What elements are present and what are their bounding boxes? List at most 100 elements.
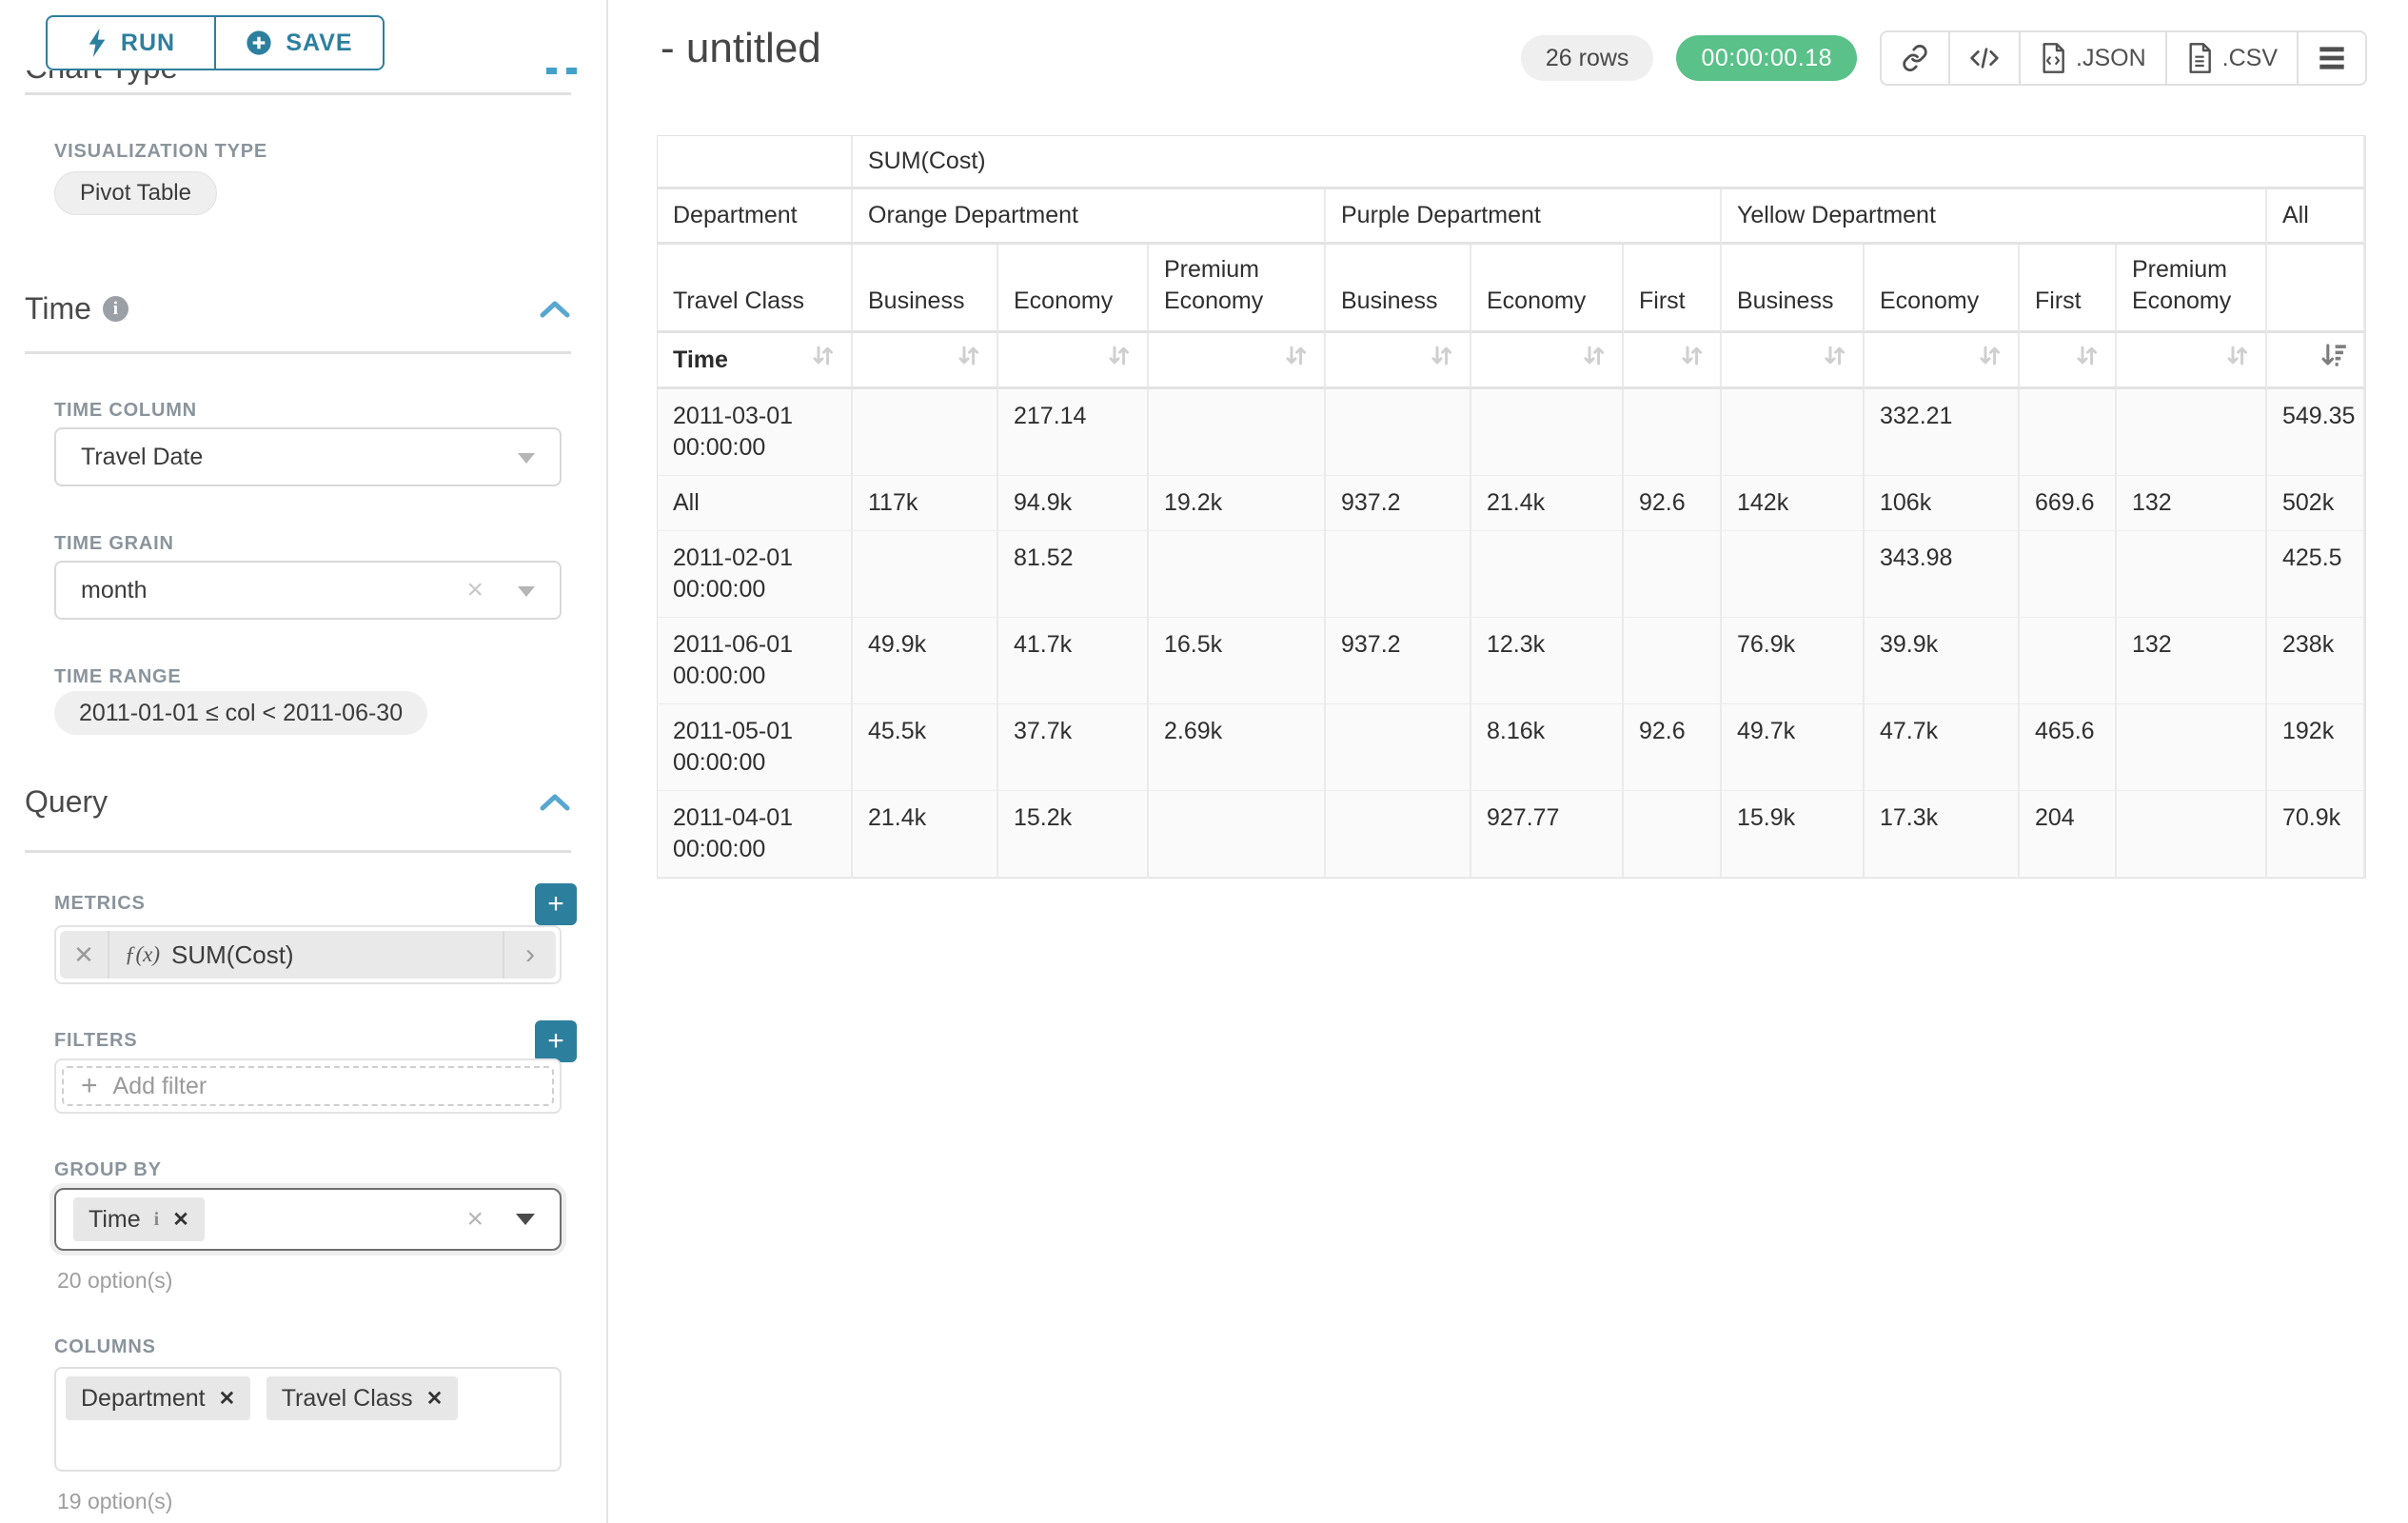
column-group-header: All: [2267, 189, 2365, 245]
sort-arrows-icon: [1283, 343, 1309, 377]
time-column-select[interactable]: Travel Date: [54, 427, 562, 486]
visualization-type-label: VISUALIZATION TYPE: [54, 141, 268, 162]
value-cell: 37.7k: [998, 704, 1149, 791]
value-cell: 8.16k: [1471, 704, 1624, 791]
file-lines-icon: [2189, 43, 2211, 73]
remove-chip-icon[interactable]: ✕: [425, 1387, 444, 1410]
group-by-select[interactable]: Time i ✕ ×: [54, 1188, 562, 1251]
hamburger-icon: [2319, 47, 2344, 69]
sort-cell[interactable]: [1865, 333, 2020, 389]
row-label: 2011-04-01 00:00:00: [658, 791, 853, 878]
sort-arrows-icon: [1679, 343, 1705, 377]
section-divider: [25, 351, 571, 354]
sort-arrows-icon: [2224, 343, 2250, 377]
time-range-value[interactable]: 2011-01-01 ≤ col < 2011-06-30: [54, 691, 428, 735]
value-cell: 92.6: [1624, 704, 1722, 791]
value-cell: 81.52: [998, 531, 1149, 618]
value-cell: [2020, 389, 2117, 476]
time-column-value: Travel Date: [81, 443, 204, 470]
value-cell: [1722, 531, 1865, 618]
clear-icon[interactable]: ×: [466, 1203, 484, 1235]
group-by-chip-time: Time i ✕: [73, 1197, 205, 1241]
value-cell: [1149, 791, 1326, 878]
visualization-type-value[interactable]: Pivot Table: [54, 171, 217, 215]
sort-arrows-icon: [810, 343, 836, 377]
value-cell: [1624, 531, 1722, 618]
value-cell: 2.69k: [1149, 704, 1326, 791]
clipped-control-dots: [546, 68, 577, 74]
clear-icon[interactable]: ×: [466, 574, 484, 605]
add-filter-plus-button[interactable]: +: [535, 1020, 577, 1062]
run-button[interactable]: RUN: [48, 17, 214, 69]
value-cell: 332.21: [1865, 389, 2020, 476]
value-cell: [2117, 791, 2267, 878]
metric-pill[interactable]: ✕ ƒ(x) SUM(Cost) ›: [60, 931, 556, 979]
time-section-header[interactable]: Time i: [25, 291, 571, 326]
sort-cell[interactable]: [1149, 333, 1326, 389]
value-cell: 70.9k: [2267, 791, 2365, 878]
value-cell: 238k: [2267, 618, 2365, 704]
chevron-up-icon[interactable]: [539, 792, 571, 813]
value-cell: 142k: [1722, 476, 1865, 531]
metric-header-cell: SUM(Cost): [853, 136, 2365, 189]
menu-button[interactable]: [2297, 32, 2365, 84]
add-metric-button[interactable]: +: [535, 883, 577, 925]
chevron-down-icon: [516, 1214, 535, 1225]
run-save-button-group: RUN SAVE: [46, 15, 385, 70]
value-cell: 49.7k: [1722, 704, 1865, 791]
add-filter-button[interactable]: + Add filter: [62, 1066, 554, 1106]
query-section-header[interactable]: Query: [25, 784, 571, 820]
chevron-right-icon[interactable]: ›: [503, 931, 556, 979]
value-cell: [1471, 531, 1624, 618]
sort-cell[interactable]: [1471, 333, 1624, 389]
export-csv-button[interactable]: .CSV: [2164, 32, 2297, 84]
column-header: Economy: [1471, 245, 1624, 333]
row-dimension-sort-cell[interactable]: Time: [658, 333, 853, 389]
sort-arrows-icon: [1822, 343, 1847, 377]
chevron-up-icon[interactable]: [539, 299, 571, 320]
row-label: All: [658, 476, 853, 531]
embed-code-button[interactable]: [1948, 32, 2019, 84]
sort-header-row: Time: [658, 333, 2365, 389]
column-header: Economy: [1865, 245, 2020, 333]
sort-cell[interactable]: [998, 333, 1149, 389]
value-cell: 937.2: [1326, 618, 1471, 704]
sort-cell[interactable]: [2020, 333, 2117, 389]
value-cell: [1326, 791, 1471, 878]
copy-link-button[interactable]: [1882, 32, 1948, 84]
sort-arrows-icon: [1429, 343, 1454, 377]
group-by-options-hint: 20 option(s): [57, 1268, 173, 1293]
save-button[interactable]: SAVE: [214, 17, 383, 69]
chart-title[interactable]: - untitled: [661, 25, 821, 71]
sort-cell[interactable]: [853, 333, 998, 389]
value-cell: 343.98: [1865, 531, 2020, 618]
remove-metric-icon[interactable]: ✕: [60, 931, 109, 979]
chart-panel: - untitled 26 rows 00:00:00.18 .JSON .CS…: [608, 0, 2408, 1523]
chain-link-icon: [1903, 45, 1927, 71]
export-json-button[interactable]: .JSON: [2019, 32, 2165, 84]
code-brackets-icon: [1970, 48, 1999, 69]
value-cell: [1471, 389, 1624, 476]
panel-divider[interactable]: [606, 0, 608, 1523]
sort-cell[interactable]: [2117, 333, 2267, 389]
section-divider: [25, 92, 571, 95]
sort-cell[interactable]: [1722, 333, 1865, 389]
save-button-label: SAVE: [286, 29, 353, 56]
column-header: Premium Economy: [1149, 245, 1326, 333]
info-icon: i: [153, 1208, 160, 1230]
sort-cell[interactable]: [1624, 333, 1722, 389]
add-filter-label: Add filter: [112, 1072, 207, 1099]
metrics-control: ✕ ƒ(x) SUM(Cost) ›: [54, 925, 562, 984]
remove-chip-icon[interactable]: ✕: [172, 1208, 189, 1231]
columns-chip-department: Department ✕: [66, 1376, 251, 1420]
columns-select[interactable]: Department ✕ Travel Class ✕ ×: [54, 1367, 562, 1472]
sort-cell[interactable]: [1326, 333, 1471, 389]
value-cell: 21.4k: [1471, 476, 1624, 531]
value-cell: [1149, 389, 1326, 476]
sort-cell[interactable]: [2267, 333, 2365, 389]
value-cell: 217.14: [998, 389, 1149, 476]
time-grain-select[interactable]: month ×: [54, 561, 562, 620]
remove-chip-icon[interactable]: ✕: [218, 1387, 236, 1410]
column-group-header: Orange Department: [853, 189, 1326, 245]
csv-export-label: .CSV: [2221, 44, 2278, 71]
